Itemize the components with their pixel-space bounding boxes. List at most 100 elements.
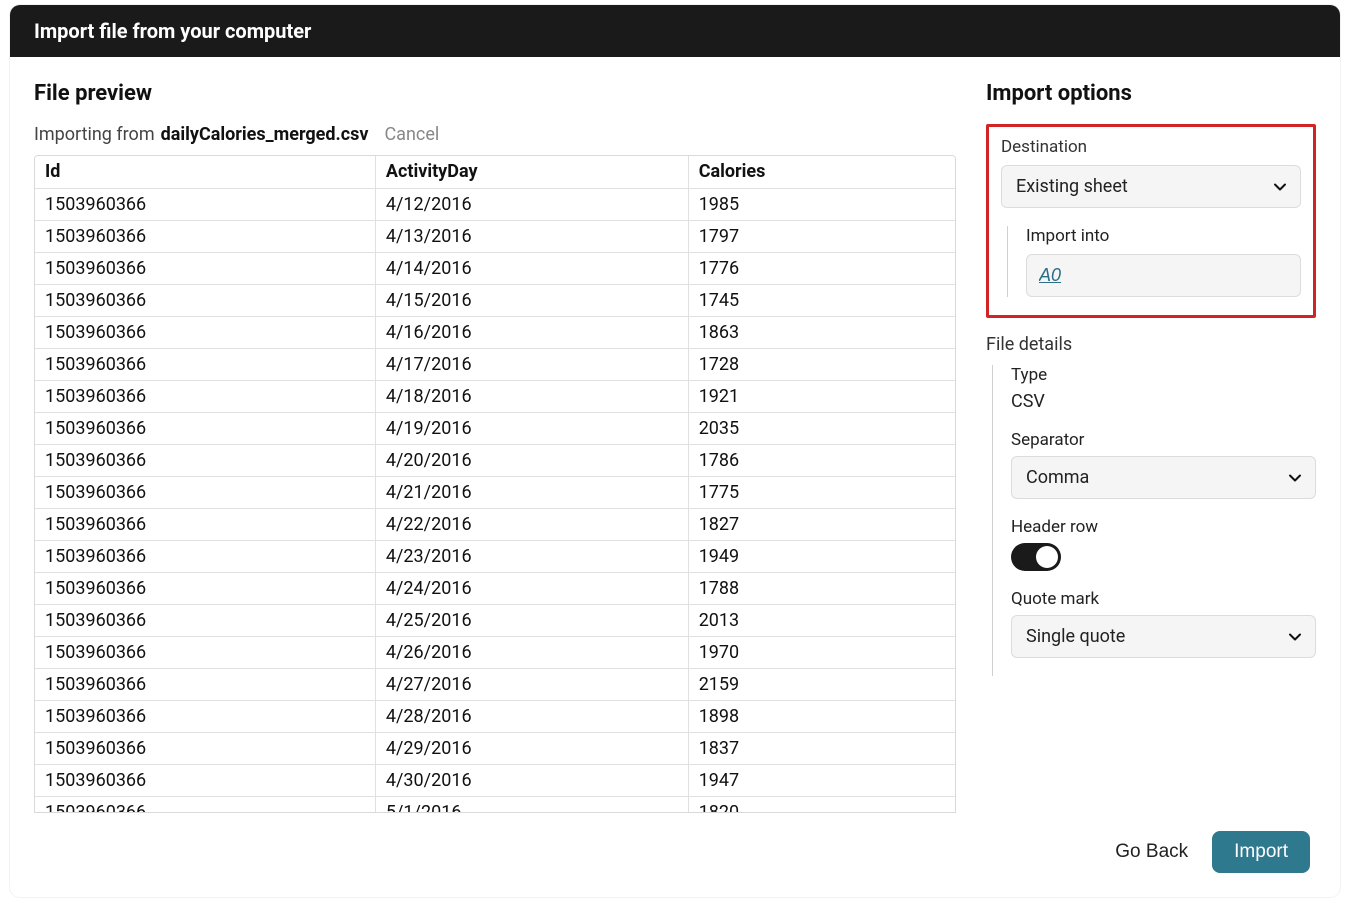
table-cell: 1863 bbox=[688, 316, 955, 348]
table-cell: 1947 bbox=[688, 764, 955, 796]
importing-from-line: Importing from dailyCalories_merged.csv … bbox=[34, 124, 956, 145]
separator-select-value: Comma bbox=[1026, 467, 1089, 488]
separator-item: Separator Comma bbox=[1011, 430, 1316, 499]
table-cell: 1503960366 bbox=[35, 252, 375, 284]
import-into-label: Import into bbox=[1026, 226, 1301, 246]
table-cell: 1788 bbox=[688, 572, 955, 604]
table-cell: 1985 bbox=[688, 188, 955, 220]
destination-select-value: Existing sheet bbox=[1016, 176, 1128, 197]
table-row: 15039603664/18/20161921 bbox=[35, 380, 955, 412]
import-options-title: Import options bbox=[986, 81, 1316, 106]
file-preview-pane: File preview Importing from dailyCalorie… bbox=[34, 81, 956, 813]
table-cell: 1837 bbox=[688, 732, 955, 764]
file-type-label: Type bbox=[1011, 365, 1316, 385]
file-type-value: CSV bbox=[1011, 391, 1316, 412]
header-row-item: Header row bbox=[1011, 517, 1316, 571]
table-cell: 1775 bbox=[688, 476, 955, 508]
import-modal: Import file from your computer File prev… bbox=[10, 5, 1340, 897]
table-cell: 1503960366 bbox=[35, 668, 375, 700]
table-cell: 4/21/2016 bbox=[375, 476, 688, 508]
table-row: 15039603664/26/20161970 bbox=[35, 636, 955, 668]
table-cell: 1503960366 bbox=[35, 380, 375, 412]
table-row: 15039603664/13/20161797 bbox=[35, 220, 955, 252]
table-row: 15039603664/25/20162013 bbox=[35, 604, 955, 636]
modal-title: Import file from your computer bbox=[10, 5, 1340, 57]
table-cell: 4/27/2016 bbox=[375, 668, 688, 700]
table-cell: 2035 bbox=[688, 412, 955, 444]
table-cell: 4/25/2016 bbox=[375, 604, 688, 636]
table-cell: 5/1/2016 bbox=[375, 796, 688, 812]
table-row: 15039603664/23/20161949 bbox=[35, 540, 955, 572]
table-cell: 1503960366 bbox=[35, 572, 375, 604]
table-row: 15039603664/16/20161863 bbox=[35, 316, 955, 348]
table-row: 15039603664/27/20162159 bbox=[35, 668, 955, 700]
table-cell: 1503960366 bbox=[35, 188, 375, 220]
table-cell: 1503960366 bbox=[35, 316, 375, 348]
table-cell: 1797 bbox=[688, 220, 955, 252]
table-row: 15039603665/1/20161820 bbox=[35, 796, 955, 812]
table-header-row: Id ActivityDay Calories bbox=[35, 156, 955, 188]
importing-filename: dailyCalories_merged.csv bbox=[161, 124, 369, 145]
modal-body: File preview Importing from dailyCalorie… bbox=[10, 57, 1340, 813]
table-cell: 4/24/2016 bbox=[375, 572, 688, 604]
file-details-block: Type CSV Separator Comma Header row bbox=[992, 365, 1316, 676]
table-row: 15039603664/14/20161776 bbox=[35, 252, 955, 284]
import-into-input[interactable] bbox=[1026, 254, 1301, 297]
table-cell: 1898 bbox=[688, 700, 955, 732]
table-cell: 1503960366 bbox=[35, 476, 375, 508]
toggle-knob bbox=[1036, 546, 1058, 568]
quote-mark-select[interactable]: Single quote bbox=[1011, 615, 1316, 658]
separator-select[interactable]: Comma bbox=[1011, 456, 1316, 499]
table-cell: 1503960366 bbox=[35, 700, 375, 732]
table-row: 15039603664/12/20161985 bbox=[35, 188, 955, 220]
preview-table-scroll[interactable]: Id ActivityDay Calories 15039603664/12/2… bbox=[35, 156, 955, 812]
table-cell: 1827 bbox=[688, 508, 955, 540]
header-row-toggle[interactable] bbox=[1011, 543, 1061, 571]
table-cell: 4/20/2016 bbox=[375, 444, 688, 476]
table-cell: 1503960366 bbox=[35, 764, 375, 796]
modal-footer: Go Back Import bbox=[10, 813, 1340, 897]
table-row: 15039603664/21/20161775 bbox=[35, 476, 955, 508]
table-cell: 2159 bbox=[688, 668, 955, 700]
table-cell: 4/23/2016 bbox=[375, 540, 688, 572]
table-cell: 1503960366 bbox=[35, 604, 375, 636]
table-cell: 4/22/2016 bbox=[375, 508, 688, 540]
chevron-down-icon bbox=[1272, 179, 1288, 195]
table-row: 15039603664/15/20161745 bbox=[35, 284, 955, 316]
destination-label: Destination bbox=[1001, 137, 1301, 157]
col-header-calories: Calories bbox=[688, 156, 955, 188]
table-cell: 4/19/2016 bbox=[375, 412, 688, 444]
cancel-import-link[interactable]: Cancel bbox=[384, 124, 439, 145]
quote-mark-item: Quote mark Single quote bbox=[1011, 589, 1316, 658]
chevron-down-icon bbox=[1287, 470, 1303, 486]
quote-mark-select-value: Single quote bbox=[1026, 626, 1125, 647]
preview-table: Id ActivityDay Calories 15039603664/12/2… bbox=[35, 156, 955, 812]
table-cell: 4/17/2016 bbox=[375, 348, 688, 380]
table-row: 15039603664/30/20161947 bbox=[35, 764, 955, 796]
table-row: 15039603664/22/20161827 bbox=[35, 508, 955, 540]
destination-select[interactable]: Existing sheet bbox=[1001, 165, 1301, 208]
go-back-button[interactable]: Go Back bbox=[1115, 841, 1188, 863]
importing-prefix: Importing from bbox=[34, 124, 155, 145]
table-cell: 4/26/2016 bbox=[375, 636, 688, 668]
chevron-down-icon bbox=[1287, 629, 1303, 645]
import-button[interactable]: Import bbox=[1212, 831, 1310, 873]
table-cell: 4/28/2016 bbox=[375, 700, 688, 732]
table-cell: 4/15/2016 bbox=[375, 284, 688, 316]
table-row: 15039603664/17/20161728 bbox=[35, 348, 955, 380]
destination-section: Destination Existing sheet Import into bbox=[986, 124, 1316, 318]
table-cell: 1503960366 bbox=[35, 444, 375, 476]
table-cell: 1503960366 bbox=[35, 732, 375, 764]
table-cell: 1728 bbox=[688, 348, 955, 380]
table-row: 15039603664/29/20161837 bbox=[35, 732, 955, 764]
table-row: 15039603664/28/20161898 bbox=[35, 700, 955, 732]
import-options-pane: Import options Destination Existing shee… bbox=[986, 81, 1316, 813]
table-cell: 2013 bbox=[688, 604, 955, 636]
table-cell: 4/29/2016 bbox=[375, 732, 688, 764]
file-type-item: Type CSV bbox=[1011, 365, 1316, 412]
table-cell: 4/18/2016 bbox=[375, 380, 688, 412]
table-cell: 1503960366 bbox=[35, 540, 375, 572]
table-row: 15039603664/19/20162035 bbox=[35, 412, 955, 444]
separator-label: Separator bbox=[1011, 430, 1316, 450]
import-into-group: Import into bbox=[1007, 226, 1301, 297]
